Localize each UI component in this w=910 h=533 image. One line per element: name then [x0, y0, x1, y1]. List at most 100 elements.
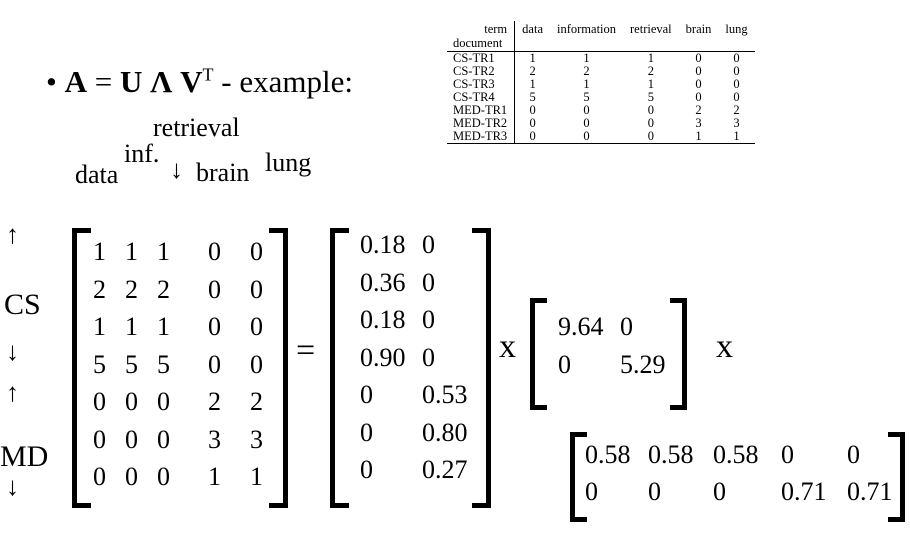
matrix-cell: 1	[93, 312, 106, 341]
table-cell: 1	[583, 77, 590, 91]
matrix-cell: 9.64	[558, 312, 604, 341]
table-cell: 0	[718, 51, 755, 65]
corner-document: document	[447, 37, 516, 52]
matrix-cell: 0	[208, 312, 221, 341]
matrix-cell: 0	[250, 237, 263, 266]
matrix-cell: 0	[360, 417, 373, 447]
table-subheader-row: document	[447, 37, 755, 52]
table-cell: 0	[550, 130, 624, 144]
matrix-cell: 0.71	[781, 477, 827, 506]
col-label-lung: lung	[265, 148, 312, 177]
matrix-u-left-bracket	[330, 228, 349, 508]
up-arrow-icon: ↑	[6, 378, 19, 407]
matrix-cell: 0	[360, 380, 373, 409]
matrix-cell: 2	[250, 387, 263, 416]
table-cell: 5	[529, 90, 536, 104]
matrix-cell: 0.80	[422, 417, 468, 447]
table-cell: 5	[583, 90, 590, 104]
matrix-cell: 5	[125, 349, 138, 379]
matrix-cell: 0.27	[422, 455, 468, 484]
table-row: MED-TR3 0 0 0 1 1	[447, 130, 755, 144]
matrix-cell: 0	[125, 462, 138, 491]
term-header: data	[522, 22, 543, 36]
table-cell: 1	[623, 51, 679, 65]
equals-sign: =	[296, 332, 316, 369]
matrix-cell: 0	[360, 455, 373, 484]
down-arrow-icon: ↓	[6, 337, 19, 366]
corner-term: term	[447, 21, 516, 37]
col-label-brain: brain	[196, 158, 250, 187]
table-cell: 0	[514, 130, 550, 144]
col-label-data: data	[75, 160, 119, 189]
table-row: CS-TR4 5 5 5 0 0	[447, 91, 755, 104]
matrix-cell: 1	[208, 462, 221, 491]
title-equals: =	[87, 64, 120, 99]
matrix-cell: 0.58	[713, 440, 759, 469]
table-row-document: CS-TR3	[447, 78, 516, 91]
matrix-u-right-bracket	[472, 228, 491, 508]
matrix-cell: 0	[422, 305, 435, 334]
matrix-cell: 0.58	[648, 440, 694, 469]
matrix-a-left-bracket	[72, 228, 91, 508]
matrix-lambda-left-bracket	[530, 298, 547, 410]
table-cell: 1	[550, 51, 624, 65]
matrix-cell: 1	[157, 237, 170, 266]
table-cell: 2	[733, 103, 740, 117]
term-header: retrieval	[630, 22, 672, 36]
matrix-cell: 0	[125, 387, 138, 416]
title-A: A	[64, 64, 87, 99]
table-cell: 2	[529, 64, 536, 78]
matrix-cell: 0.18	[360, 230, 406, 259]
table-cell: 2	[583, 64, 590, 78]
table-cell: 0	[695, 77, 702, 91]
table-cell: 3	[733, 116, 740, 130]
matrix-cell: 0	[422, 230, 435, 259]
matrix-cell: 0	[250, 349, 263, 379]
matrix-cell: 1	[157, 312, 170, 341]
down-arrow-icon: ↓	[170, 155, 183, 184]
down-arrow-icon: ↓	[6, 472, 19, 501]
table-cell: 5	[647, 90, 654, 104]
matrix-cell: 0	[250, 274, 263, 304]
term-header: lung	[725, 22, 748, 36]
table-row: CS-TR2 2 2 2 0 0	[447, 65, 755, 78]
col-label-retrieval: retrieval	[153, 113, 240, 142]
matrix-cell: 0	[648, 477, 661, 506]
term-document-table: term data information retrieval brain lu…	[447, 21, 755, 144]
table-cell: 0	[695, 64, 702, 78]
matrix-vt-right-bracket	[888, 432, 905, 522]
matrix-cell: 0	[93, 424, 106, 454]
matrix-cell: 0	[558, 350, 571, 379]
matrix-cell: 0.90	[360, 342, 406, 372]
table-row: CS-TR3 1 1 1 0 0	[447, 78, 755, 91]
matrix-cell: 0.53	[422, 380, 468, 409]
matrix-cell: 2	[208, 387, 221, 416]
matrix-cell: 0	[125, 424, 138, 454]
matrix-cell: 0	[847, 440, 860, 469]
times-sign: x	[499, 328, 516, 365]
table-cell: 0	[695, 90, 702, 104]
row-group-cs: CS	[4, 288, 41, 321]
title-rest: - example:	[213, 64, 353, 99]
matrix-cell: 1	[93, 237, 106, 266]
table-cell: 0	[733, 90, 740, 104]
table-cell: 2	[695, 103, 702, 117]
table-cell: 1	[514, 51, 550, 65]
matrix-cell: 5	[93, 349, 106, 379]
matrix-cell: 2	[93, 274, 106, 304]
table-cell: 0	[647, 116, 654, 130]
matrix-cell: 1	[250, 462, 263, 491]
title-U: U	[119, 64, 143, 99]
matrix-cell: 0	[208, 237, 221, 266]
matrix-vt-left-bracket	[570, 432, 587, 522]
matrix-cell: 0	[713, 477, 726, 506]
table-cell: 0	[733, 64, 740, 78]
matrix-cell: 0	[781, 440, 794, 469]
matrix-cell: 0	[585, 477, 598, 506]
table-row-document: CS-TR2	[447, 65, 516, 78]
table-row-document: MED-TR1	[447, 104, 516, 117]
matrix-cell: 3	[208, 424, 221, 454]
table-cell: 1	[529, 77, 536, 91]
matrix-cell: 0	[157, 424, 170, 454]
table-cell: 0	[647, 103, 654, 117]
